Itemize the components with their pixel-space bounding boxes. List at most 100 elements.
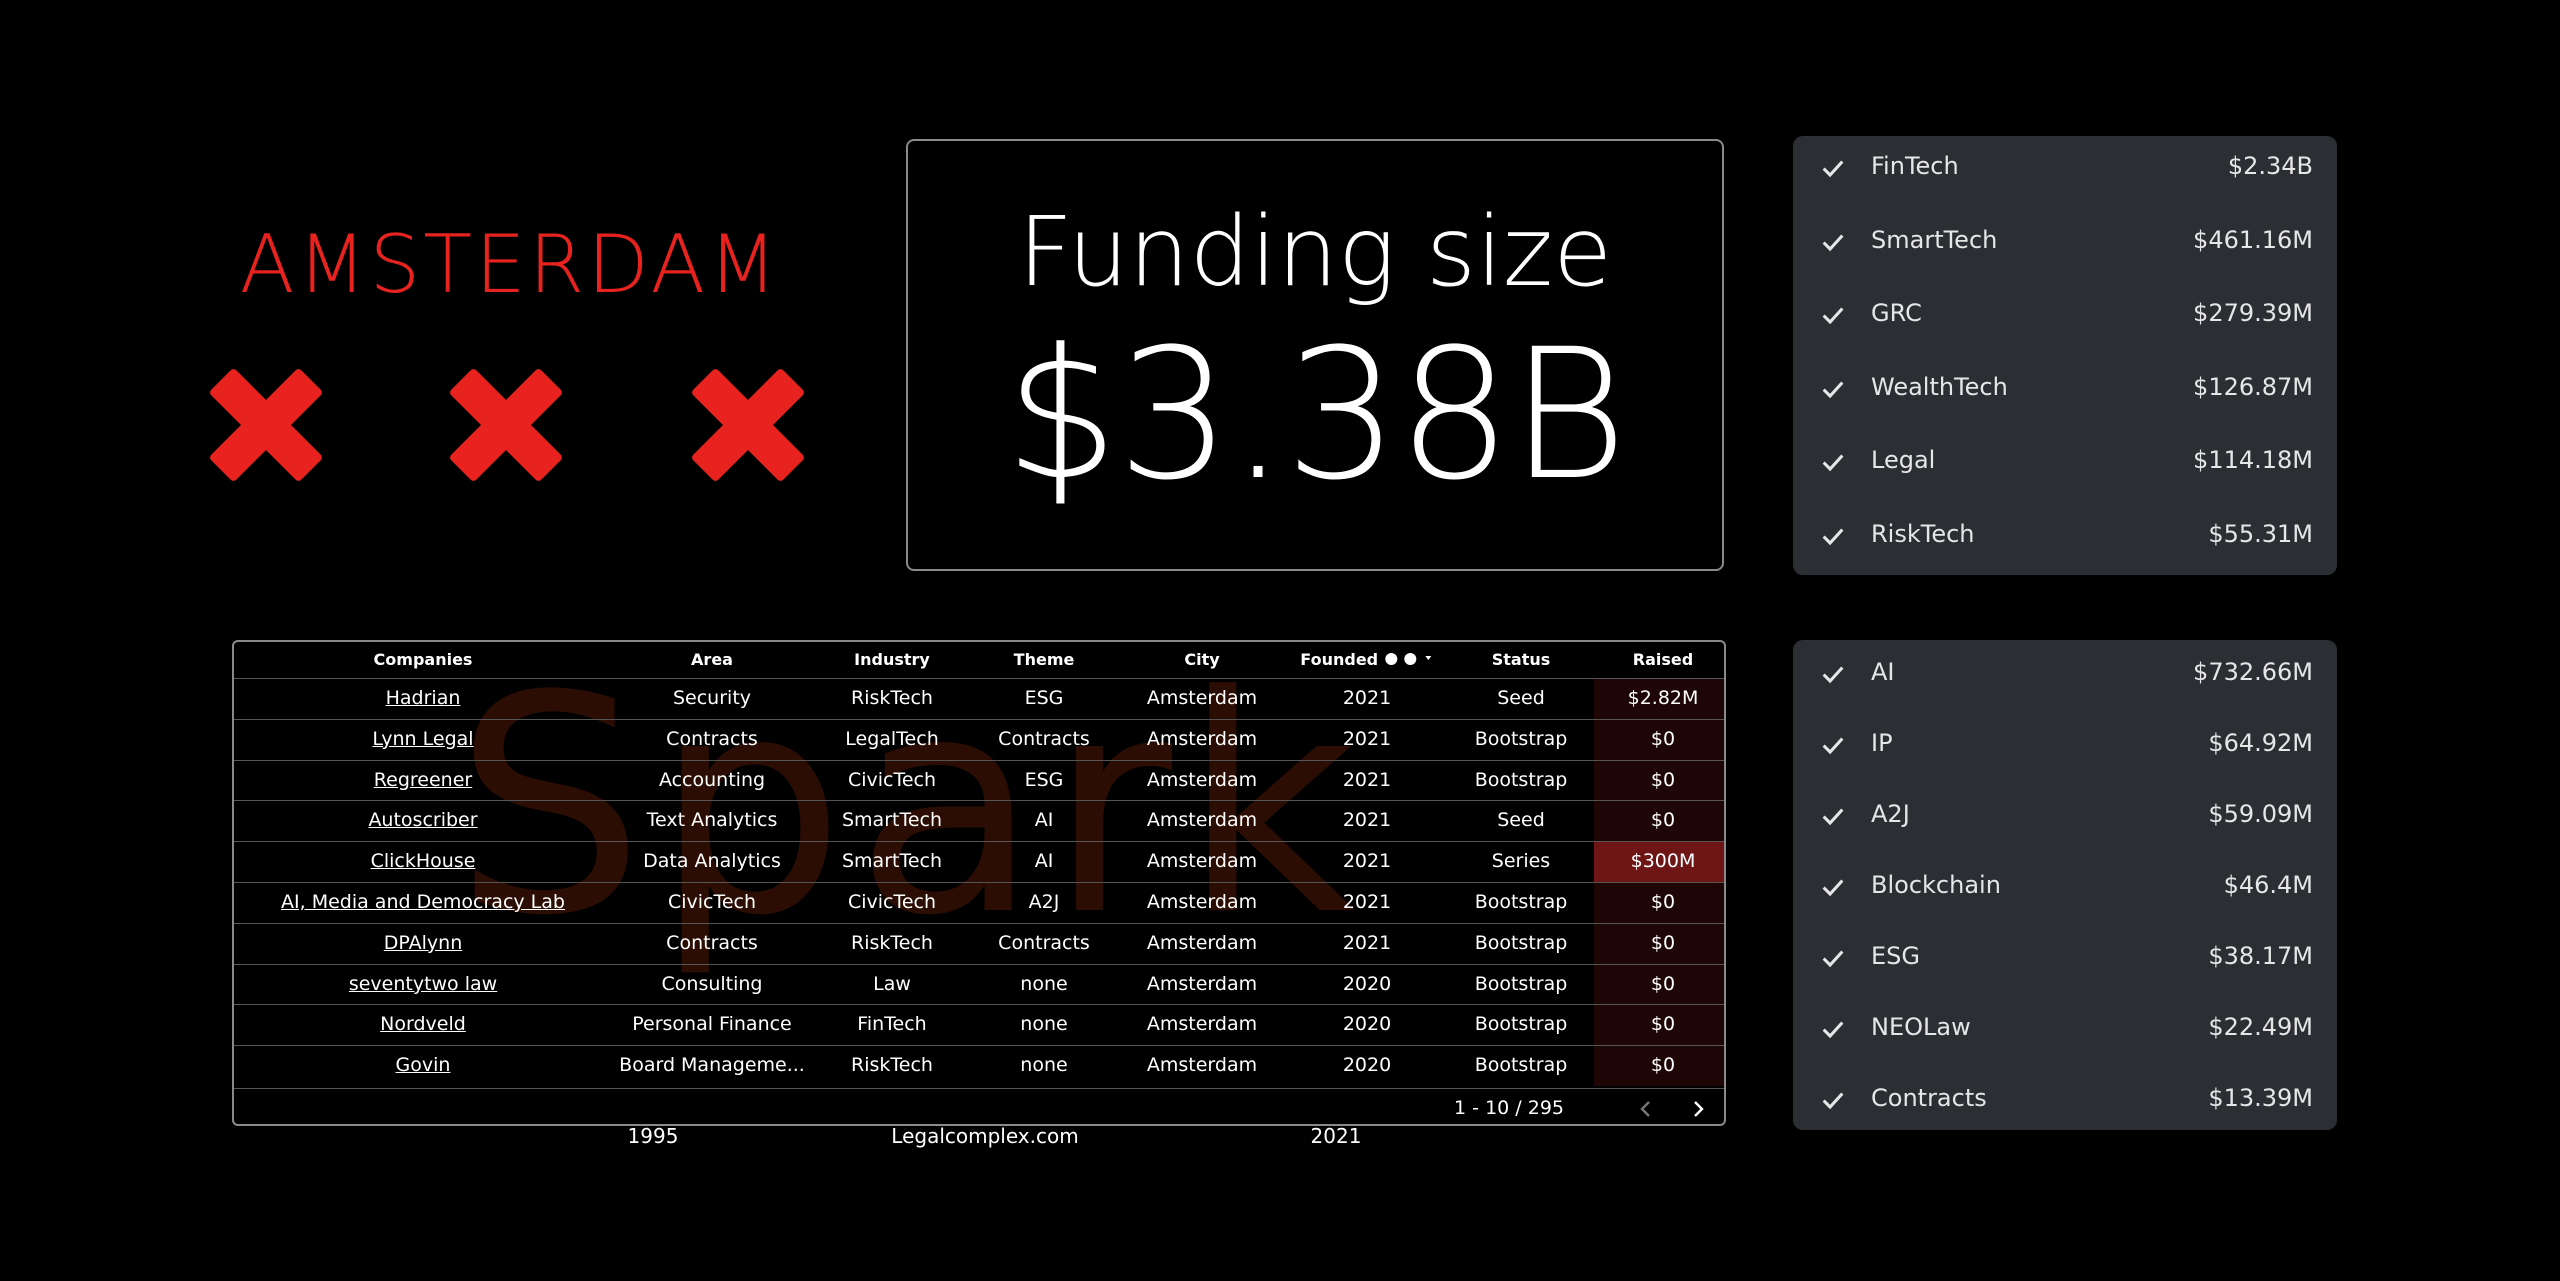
filter-value: $279.39M — [2193, 299, 2313, 327]
table-cell: Bootstrap — [1474, 931, 1568, 954]
filter-label: Legal — [1871, 446, 1936, 474]
raised-bg — [1594, 719, 1724, 760]
table-row: Regreener Accounting CivicTech ESG Amsterdam… — [234, 759, 1724, 801]
table-cell: RiskTech — [851, 931, 933, 954]
table-cell: Accounting — [658, 768, 766, 791]
check-icon — [1822, 454, 1844, 472]
range-start: 1995 — [627, 1124, 679, 1148]
check-icon — [1822, 950, 1844, 968]
table-cell: Data Analytics — [643, 850, 781, 873]
filter-label: NEOLaw — [1871, 1013, 1971, 1041]
table-cell: none — [1020, 1013, 1068, 1036]
filter-item[interactable]: FinTech $2.34B — [1793, 138, 2337, 198]
raised-bg — [1594, 801, 1724, 842]
table-cell: $0 — [1650, 727, 1676, 750]
table-row: Autoscriber Text Analytics SmartTech AI Amst… — [234, 800, 1724, 842]
table-cell: Amsterdam — [1146, 1013, 1258, 1036]
table-cell: Contracts — [666, 727, 758, 750]
table-cell: CivicTech — [847, 768, 937, 791]
prev-page[interactable] — [1634, 1097, 1658, 1121]
filter-label: ESG — [1871, 942, 1920, 970]
company-link[interactable]: Autoscriber — [368, 809, 478, 832]
table-row: Hadrian Security RiskTech ESG Amsterdam 2021 S… — [234, 678, 1724, 719]
table-cell: $0 — [1650, 972, 1676, 995]
filter-label: FinTech — [1871, 152, 1959, 180]
company-link[interactable]: ClickHouse — [370, 850, 476, 873]
theme-filter: AI $732.66M IP $64.92M A2J $59.09M Blockchain $… — [1793, 640, 2337, 1130]
check-icon — [1822, 307, 1844, 325]
filter-value: $59.09M — [2208, 800, 2313, 828]
column-header[interactable]: Founded — [1300, 650, 1433, 669]
filter-item[interactable]: GRC $279.39M — [1793, 285, 2337, 345]
companies-table: Spark Companies Area Industry Theme City Foun… — [232, 640, 1726, 1126]
table-cell: SmartTech — [841, 809, 943, 832]
filter-item[interactable]: ESG $38.17M — [1793, 928, 2337, 988]
table-row: seventytwo law Consulting Law none Amsterdam… — [234, 963, 1724, 1005]
filter-label: GRC — [1871, 299, 1922, 327]
company-link[interactable]: DPAlynn — [383, 931, 463, 954]
table-cell: $2.82M — [1627, 687, 1699, 709]
table-cell: LegalTech — [845, 727, 939, 750]
check-icon — [1822, 879, 1844, 897]
table-cell: $0 — [1650, 891, 1676, 913]
filter-item[interactable]: Blockchain $46.4M — [1793, 857, 2337, 917]
filter-item[interactable]: WealthTech $126.87M — [1793, 359, 2337, 419]
table-cell: ClickHouse — [371, 850, 476, 872]
filter-item[interactable]: IP $64.92M — [1793, 715, 2337, 775]
filter-value: $38.17M — [2208, 942, 2313, 970]
table-cell: AI — [1034, 850, 1054, 873]
table-cell: Text Analytics — [646, 809, 778, 832]
filter-label: WealthTech — [1871, 372, 2008, 401]
table-cell: Consulting — [661, 972, 763, 995]
filter-item[interactable]: AI $732.66M — [1793, 644, 2337, 704]
range-end: 2021 — [1310, 1124, 1362, 1148]
source: Legalcomplex.com — [891, 1124, 1079, 1148]
table-cell: 2021 — [1342, 809, 1392, 832]
table-cell: $0 — [1650, 768, 1676, 791]
filter-item[interactable]: Contracts $13.39M — [1793, 1070, 2337, 1130]
check-icon — [1822, 234, 1844, 251]
table-cell: ESG — [1024, 687, 1064, 709]
filter-item[interactable]: SmartTech $461.16M — [1793, 212, 2337, 272]
table-cell: Bootstrap — [1474, 768, 1568, 791]
table-cell: AI, Media and Democracy Lab — [281, 891, 565, 913]
filter-label: RiskTech — [1871, 519, 1975, 548]
table-cell: Contracts — [998, 727, 1090, 750]
table-cell: $300M — [1630, 850, 1696, 873]
filter-item[interactable]: A2J $59.09M — [1793, 786, 2337, 846]
filter-item[interactable]: RiskTech $55.31M — [1793, 506, 2337, 566]
company-link[interactable]: seventytwo law — [348, 972, 498, 995]
table-cell: Bootstrap — [1474, 972, 1568, 995]
filter-value: $64.92M — [2208, 729, 2313, 757]
filter-item[interactable]: NEOLaw $22.49M — [1793, 999, 2337, 1059]
company-link[interactable]: Nordveld — [380, 1013, 466, 1036]
column-header: Industry — [854, 650, 930, 669]
filter-item[interactable]: Legal $114.18M — [1793, 432, 2337, 492]
company-link[interactable]: Govin — [395, 1054, 451, 1077]
filter-value: $22.49M — [2208, 1013, 2313, 1041]
table-cell: RiskTech — [851, 1054, 933, 1077]
filter-label: IP — [1871, 729, 1893, 757]
industry-filter: FinTech $2.34B SmartTech $461.16M GRC $279.39… — [1793, 136, 2337, 575]
filter-value: $13.39M — [2208, 1084, 2313, 1112]
company-link[interactable]: Regreener — [373, 768, 473, 791]
table-cell: Series — [1491, 850, 1551, 873]
filter-value: $732.66M — [2193, 658, 2313, 686]
table-cell: $0 — [1650, 809, 1676, 832]
pagination: 1 - 10 / 295 — [1454, 1097, 1564, 1119]
company-link[interactable]: Hadrian — [385, 687, 461, 709]
table-cell: Amsterdam — [1146, 768, 1258, 791]
table-cell: SmartTech — [841, 850, 943, 873]
company-link[interactable]: Lynn Legal — [372, 727, 474, 750]
kpi-label: Funding size — [1017, 196, 1613, 308]
next-page[interactable] — [1686, 1097, 1710, 1121]
city-title: AMSTERDAM — [239, 218, 781, 311]
company-link[interactable]: AI, Media and Democracy Lab — [281, 891, 565, 913]
filter-label: SmartTech — [1871, 225, 1998, 254]
check-icon — [1822, 808, 1844, 826]
x-icon — [450, 369, 562, 481]
raised-bg — [1594, 760, 1724, 801]
check-icon — [1822, 1021, 1844, 1039]
table-cell: Seed — [1497, 809, 1545, 832]
